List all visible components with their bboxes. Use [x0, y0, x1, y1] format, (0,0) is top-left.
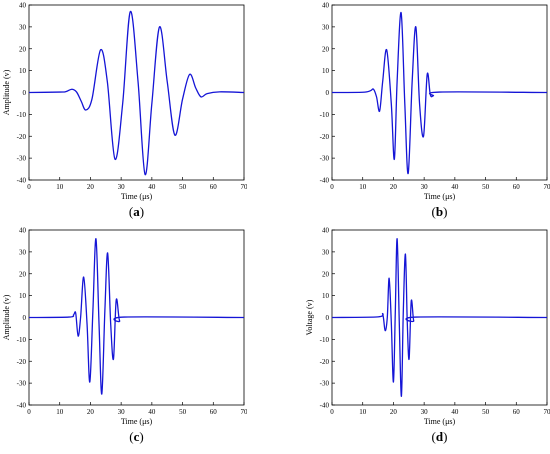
panel-caption: (d)	[432, 429, 448, 444]
x-tick-label: 10	[56, 408, 64, 416]
y-tick-label: -10	[320, 111, 330, 119]
x-tick-label: 50	[179, 183, 187, 191]
y-tick-label: 20	[322, 45, 330, 53]
x-tick-label: 20	[87, 183, 95, 191]
x-tick-label: 40	[148, 183, 156, 191]
y-tick-label: 0	[23, 89, 27, 97]
x-axis-title: Time (μs)	[121, 417, 153, 426]
x-tick-label: 70	[241, 183, 248, 191]
y-axis-title: Amplitude (v)	[2, 69, 11, 115]
x-tick-label: 0	[330, 408, 334, 416]
y-tick-label: -40	[320, 402, 330, 410]
x-axis-title: Time (μs)	[424, 417, 456, 426]
x-tick-label: 20	[390, 408, 398, 416]
x-tick-label: 20	[390, 183, 398, 191]
x-tick-label: 50	[482, 183, 490, 191]
y-tick-label: -10	[17, 111, 27, 119]
panel-caption: (c)	[129, 429, 143, 444]
y-tick-label: -20	[320, 133, 330, 141]
y-tick-label: -10	[17, 336, 27, 344]
y-tick-label: -20	[17, 133, 27, 141]
y-tick-label: -20	[17, 358, 27, 366]
x-tick-label: 20	[87, 408, 95, 416]
y-tick-label: 10	[19, 292, 27, 300]
x-axis-title: Time (μs)	[424, 192, 456, 201]
waveform-line	[332, 12, 547, 173]
waveform-line	[332, 239, 547, 397]
x-tick-label: 30	[118, 183, 126, 191]
x-tick-label: 0	[330, 183, 334, 191]
x-tick-label: 50	[482, 408, 490, 416]
x-tick-label: 40	[148, 408, 156, 416]
y-tick-label: 40	[19, 227, 27, 235]
y-axis-title: Amplitude (v)	[2, 294, 11, 340]
y-tick-label: 10	[322, 67, 330, 75]
y-tick-label: 30	[19, 23, 27, 31]
x-tick-label: 60	[513, 408, 521, 416]
y-tick-label: 30	[19, 248, 27, 256]
x-tick-label: 70	[544, 183, 550, 191]
y-axis-title: Voltage (v)	[305, 299, 314, 335]
x-axis-title: Time (μs)	[121, 192, 153, 201]
x-tick-label: 10	[359, 183, 367, 191]
x-tick-label: 50	[179, 408, 187, 416]
x-tick-label: 30	[421, 183, 429, 191]
x-tick-label: 0	[27, 183, 31, 191]
y-tick-label: -10	[320, 336, 330, 344]
panel-caption: (a)	[129, 204, 144, 219]
x-tick-label: 40	[451, 408, 459, 416]
x-tick-label: 0	[27, 408, 31, 416]
x-tick-label: 60	[210, 408, 218, 416]
y-tick-label: -30	[320, 380, 330, 388]
y-tick-label: 0	[326, 89, 330, 97]
y-tick-label: 20	[19, 270, 27, 278]
x-tick-label: 60	[210, 183, 218, 191]
x-tick-label: 70	[241, 408, 248, 416]
y-tick-label: -30	[17, 155, 27, 163]
y-tick-label: 10	[322, 292, 330, 300]
y-tick-label: 0	[23, 314, 27, 322]
y-tick-label: 30	[322, 23, 330, 31]
y-tick-label: 40	[19, 2, 27, 10]
y-tick-label: -20	[320, 358, 330, 366]
y-tick-label: 0	[326, 314, 330, 322]
waveform-line	[29, 11, 244, 174]
y-tick-label: -30	[320, 155, 330, 163]
waveform-line	[29, 239, 244, 394]
x-tick-label: 30	[118, 408, 126, 416]
y-tick-label: -40	[17, 177, 27, 185]
y-tick-label: 40	[322, 2, 330, 10]
y-tick-label: 40	[322, 227, 330, 235]
y-tick-label: -40	[320, 177, 330, 185]
y-tick-label: 20	[19, 45, 27, 53]
x-tick-label: 70	[544, 408, 550, 416]
x-tick-label: 30	[421, 408, 429, 416]
x-tick-label: 40	[451, 183, 459, 191]
panel-caption: (b)	[432, 204, 448, 219]
x-tick-label: 10	[56, 183, 64, 191]
x-tick-label: 60	[513, 183, 521, 191]
y-tick-label: 10	[19, 67, 27, 75]
y-tick-label: -30	[17, 380, 27, 388]
y-tick-label: 20	[322, 270, 330, 278]
y-tick-label: 30	[322, 248, 330, 256]
x-tick-label: 10	[359, 408, 367, 416]
y-tick-label: -40	[17, 402, 27, 410]
